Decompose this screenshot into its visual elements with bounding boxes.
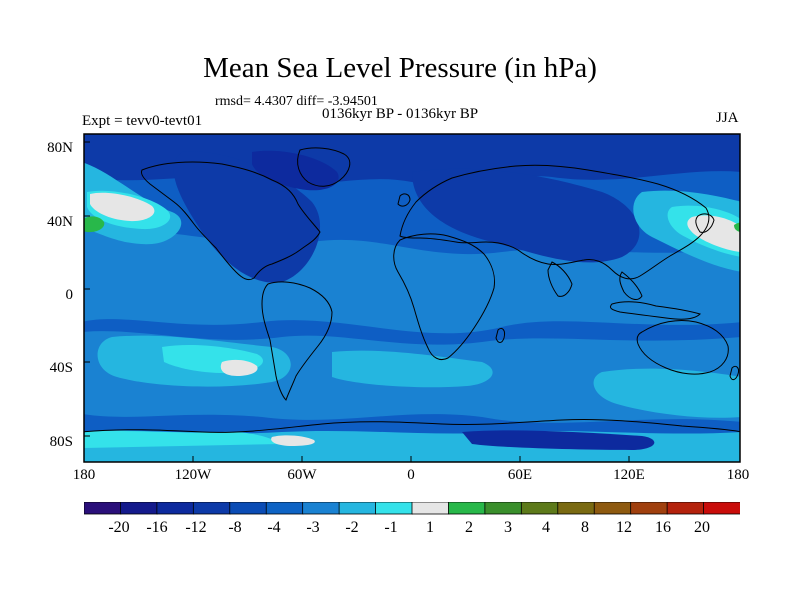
- experiment-label: Expt = tevv0-tevt01: [82, 113, 203, 129]
- lon-label-0: 0: [407, 467, 415, 483]
- green-patch-west: [84, 216, 105, 233]
- colorbar-label: 2: [465, 519, 473, 536]
- colorbar: [84, 502, 740, 515]
- coast-north-america: [141, 161, 321, 281]
- colorbar-label: -8: [228, 519, 242, 536]
- colorbar-label: 8: [581, 519, 589, 536]
- colorbar-swatch: [265, 502, 304, 515]
- lon-label-120e: 120E: [613, 467, 645, 483]
- lat-label-40n: 40N: [47, 214, 73, 230]
- coast-japan: [695, 213, 715, 233]
- coast-antarctica: [84, 418, 740, 433]
- lon-label-60w: 60W: [287, 467, 317, 483]
- white-patch-spac: [220, 359, 258, 376]
- period-label: 0136kyr BP - 0136kyr BP: [322, 106, 479, 122]
- lon-label-120w: 120W: [174, 467, 212, 483]
- colorbar-label: -20: [108, 519, 130, 536]
- season-label: JJA: [716, 110, 739, 126]
- colorbar-swatch: [338, 502, 377, 515]
- colorbar-label: 12: [616, 519, 632, 536]
- colorbar-swatch: [484, 502, 523, 515]
- lon-label-180e: 180: [726, 467, 750, 483]
- pressure-map: [83, 133, 741, 463]
- colorbar-swatch: [84, 502, 122, 515]
- map-frame: [83, 133, 741, 463]
- lat-label-80s: 80S: [49, 434, 73, 450]
- coast-australia: [636, 319, 729, 375]
- colorbar-label: 3: [504, 519, 512, 536]
- coastlines: [84, 147, 740, 433]
- colorbar-swatch: [630, 502, 669, 515]
- colorbar-label: -12: [185, 519, 207, 536]
- coast-se-asia: [619, 271, 643, 300]
- chart-title: Mean Sea Level Pressure (in hPa): [203, 52, 597, 84]
- coast-eurasia: [399, 164, 710, 280]
- lat-label-40s: 40S: [49, 360, 73, 376]
- colorbar-label: 1: [426, 519, 434, 536]
- colorbar-swatch: [666, 502, 705, 515]
- lat-label-80n: 80N: [47, 140, 73, 156]
- coast-uk: [397, 193, 411, 207]
- antarctic-aqua-west: [84, 431, 282, 448]
- colorbar-swatch: [593, 502, 632, 515]
- colorbar-swatch: [302, 502, 341, 515]
- coast-south-america: [261, 281, 333, 401]
- coast-indonesia: [609, 301, 701, 320]
- coast-madagascar: [495, 327, 505, 343]
- lon-label-60e: 60E: [507, 467, 533, 483]
- eurasia-low: [412, 168, 640, 263]
- rmsd-diff-stats: rmsd= 4.4307 diff= -3.94501: [215, 94, 378, 109]
- green-patch-east: [734, 222, 740, 232]
- colorbar-swatch: [229, 502, 268, 515]
- white-patch-antarctic: [271, 435, 315, 446]
- coast-greenland: [297, 147, 351, 187]
- antarctic-navy: [462, 430, 655, 450]
- map-ticks: [84, 141, 630, 462]
- coast-new-zealand: [729, 365, 739, 381]
- south-atlantic-cyan: [332, 350, 493, 388]
- colorbar-swatch: [192, 502, 231, 515]
- colorbar-label: -4: [267, 519, 281, 536]
- colorbar-swatch: [375, 502, 413, 515]
- colorbar-swatch: [703, 502, 740, 515]
- colorbar-label: -16: [146, 519, 168, 536]
- colorbar-label: -3: [306, 519, 320, 536]
- colorbar-swatch: [411, 502, 450, 515]
- colorbar-swatch: [448, 502, 486, 515]
- colorbar-label: 20: [694, 519, 710, 536]
- lon-label-180w: 180: [72, 467, 96, 483]
- colorbar-label: 16: [655, 519, 671, 536]
- colorbar-label: 4: [542, 519, 550, 536]
- colorbar-swatch: [520, 502, 559, 515]
- colorbar-swatch: [557, 502, 596, 515]
- colorbar-swatch: [120, 502, 158, 515]
- lat-label-eq: 0: [65, 287, 74, 303]
- colorbar-swatch: [156, 502, 195, 515]
- white-patch-npac-west: [687, 215, 740, 252]
- white-patch-npac-east: [90, 192, 155, 222]
- colorbar-label: -1: [384, 519, 398, 536]
- south-indian-cyan: [593, 368, 740, 418]
- colorbar-label: -2: [345, 519, 359, 536]
- coast-india: [547, 261, 573, 297]
